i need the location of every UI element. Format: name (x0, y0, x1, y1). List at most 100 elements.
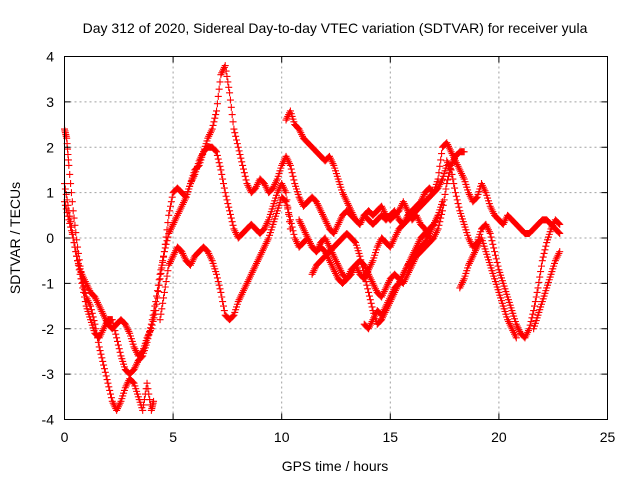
data-point-marker (437, 156, 445, 164)
data-point-marker (216, 78, 224, 86)
data-point-marker (69, 234, 77, 242)
data-point-marker (224, 78, 232, 86)
data-point-marker (157, 310, 165, 318)
data-point-marker (532, 293, 540, 301)
data-point-marker (148, 316, 156, 324)
data-point-marker (163, 237, 171, 245)
data-point-marker (512, 334, 520, 342)
data-point-marker (491, 251, 499, 259)
data-point-marker (68, 230, 76, 238)
data-point-marker (80, 293, 88, 301)
data-point-marker (242, 176, 250, 184)
data-point-marker (541, 246, 549, 254)
data-point-marker (214, 155, 222, 163)
data-point-marker (212, 147, 220, 155)
data-point-marker (216, 285, 224, 293)
data-point-marker (155, 276, 163, 284)
data-point-marker (145, 331, 153, 339)
data-point-marker (138, 353, 146, 361)
data-point-marker (213, 270, 221, 278)
data-point-marker (359, 267, 367, 275)
data-point-marker (493, 259, 501, 267)
data-point-marker (241, 172, 249, 180)
data-point-marker (97, 350, 105, 358)
data-point-marker (527, 317, 535, 325)
data-point-marker (209, 121, 217, 129)
data-point-marker (150, 397, 158, 405)
y-tick-label: 4 (46, 49, 54, 65)
data-point-marker (451, 184, 459, 192)
data-point-marker (154, 288, 162, 296)
data-point-marker (107, 390, 115, 398)
x-tick-label: 25 (600, 429, 616, 445)
data-point-marker (76, 270, 84, 278)
series-track-h (360, 211, 442, 333)
data-point-marker (286, 161, 294, 169)
data-point-marker (214, 92, 222, 100)
data-point-marker (556, 248, 564, 256)
data-point-marker (164, 267, 172, 275)
data-point-marker (434, 225, 442, 233)
data-point-marker (223, 196, 231, 204)
data-point-marker (227, 103, 235, 111)
data-point-marker (530, 307, 538, 315)
data-point-marker (62, 190, 70, 198)
data-point-marker (284, 205, 292, 213)
series-track-j (456, 234, 520, 342)
series-track-a (61, 125, 158, 414)
data-point-marker (74, 261, 82, 269)
data-point-marker (542, 242, 550, 250)
data-point-marker (360, 270, 368, 278)
data-point-marker (145, 390, 153, 398)
data-point-marker (160, 294, 168, 302)
data-point-marker (214, 278, 222, 286)
data-point-marker (151, 302, 159, 310)
data-point-marker (149, 311, 157, 319)
data-point-marker (67, 223, 75, 231)
data-point-marker (211, 114, 219, 122)
series-track-d (156, 161, 451, 324)
data-point-marker (146, 327, 154, 335)
data-point-marker (104, 379, 112, 387)
data-point-marker (219, 302, 227, 310)
data-point-marker (367, 299, 375, 307)
series-track-b (61, 62, 433, 360)
data-point-marker (282, 198, 290, 206)
data-point-marker (227, 214, 235, 222)
data-point-marker (160, 252, 168, 260)
data-point-marker (239, 165, 247, 173)
data-point-marker (540, 249, 548, 257)
data-point-marker (67, 180, 75, 188)
data-point-marker (168, 193, 176, 201)
data-point-marker (213, 148, 221, 156)
data-point-marker (158, 261, 166, 269)
data-point-marker (73, 252, 81, 260)
data-point-marker (156, 270, 164, 278)
data-point-marker (218, 170, 226, 178)
data-point-marker (286, 212, 294, 220)
y-tick-label: 2 (46, 139, 54, 155)
data-point-marker (537, 262, 545, 270)
data-point-marker (358, 259, 366, 267)
data-point-marker (99, 357, 107, 365)
data-point-marker (442, 185, 450, 193)
data-point-marker (368, 303, 376, 311)
data-point-marker (226, 207, 234, 215)
series-layer (61, 62, 564, 414)
data-point-marker (68, 198, 76, 206)
data-point-marker (449, 175, 457, 183)
data-point-marker (226, 210, 234, 218)
data-point-marker (140, 401, 148, 409)
data-point-marker (108, 316, 116, 324)
data-point-marker (472, 194, 480, 202)
data-point-marker (216, 162, 224, 170)
data-point-marker (66, 170, 74, 178)
data-point-marker (103, 376, 111, 384)
data-point-marker (221, 62, 229, 70)
data-point-marker (455, 203, 463, 211)
data-point-marker (152, 298, 160, 306)
data-point-marker (454, 200, 462, 208)
data-point-marker (289, 172, 297, 180)
data-point-marker (236, 151, 244, 159)
